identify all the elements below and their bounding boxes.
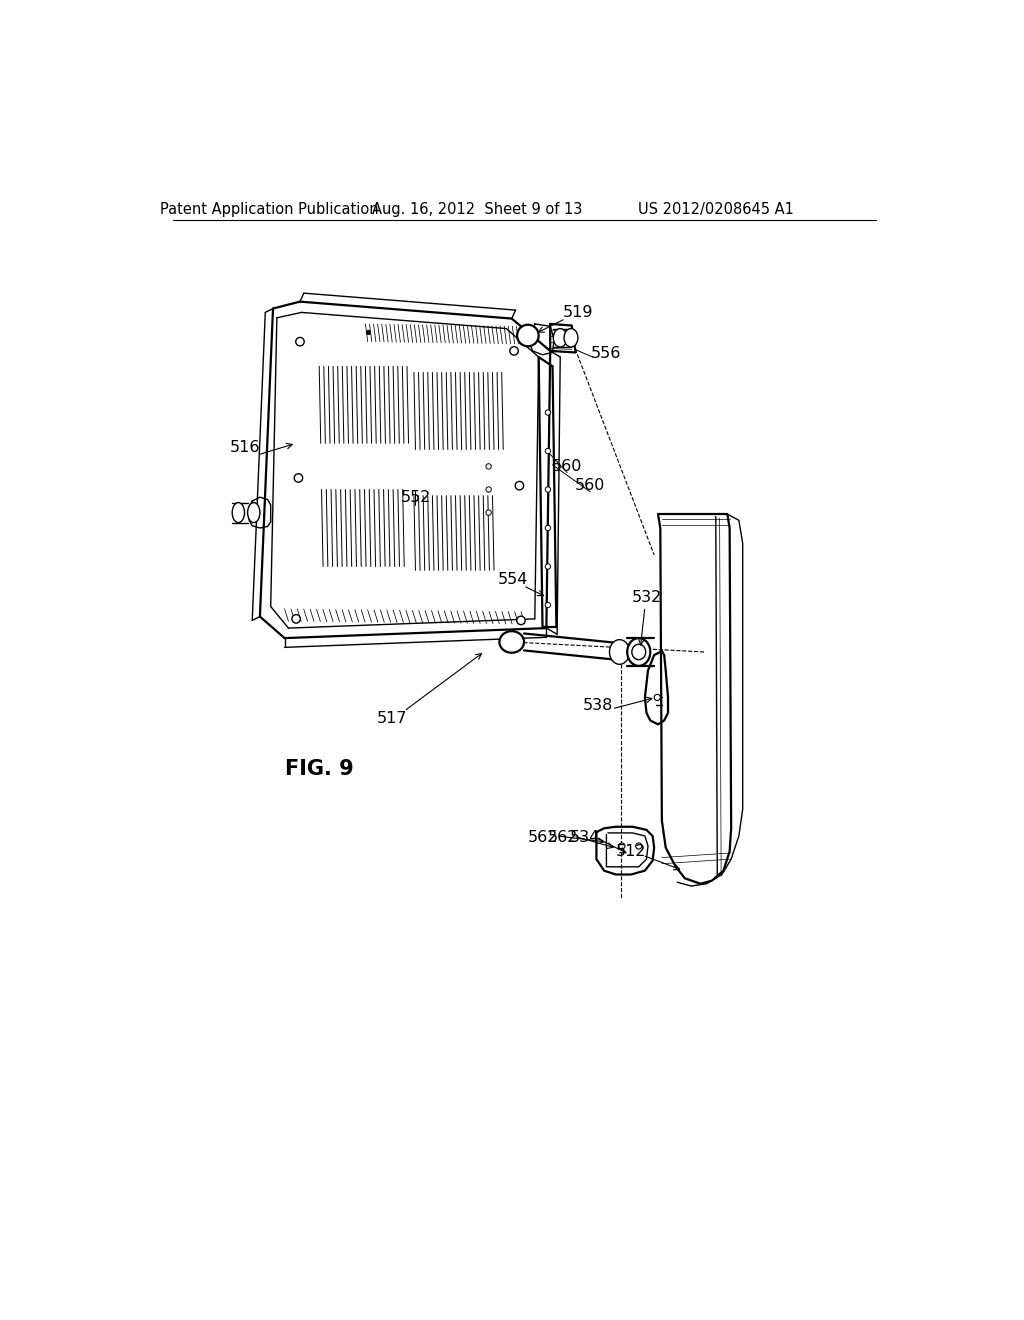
Circle shape xyxy=(545,525,551,531)
Text: 534: 534 xyxy=(569,830,600,845)
Circle shape xyxy=(486,487,492,492)
Ellipse shape xyxy=(564,329,578,347)
Circle shape xyxy=(294,474,303,482)
Text: 554: 554 xyxy=(498,572,528,587)
Circle shape xyxy=(545,449,551,454)
Ellipse shape xyxy=(553,329,567,347)
Circle shape xyxy=(486,463,492,469)
Ellipse shape xyxy=(628,638,650,665)
Text: 538: 538 xyxy=(583,697,613,713)
Circle shape xyxy=(515,482,523,490)
Text: 556: 556 xyxy=(591,346,621,360)
Circle shape xyxy=(654,694,660,701)
Circle shape xyxy=(517,616,525,624)
Text: 562: 562 xyxy=(527,830,558,845)
Text: 552: 552 xyxy=(400,490,431,504)
Ellipse shape xyxy=(248,503,260,523)
Circle shape xyxy=(367,330,371,335)
Text: 560: 560 xyxy=(575,478,605,494)
Circle shape xyxy=(545,487,551,492)
Text: 512: 512 xyxy=(615,843,646,859)
Text: 517: 517 xyxy=(377,711,408,726)
Text: 560: 560 xyxy=(552,459,583,474)
Circle shape xyxy=(545,409,551,416)
Circle shape xyxy=(531,331,537,337)
Text: FIG. 9: FIG. 9 xyxy=(285,759,353,779)
Ellipse shape xyxy=(517,325,539,346)
Circle shape xyxy=(545,564,551,569)
Text: 562: 562 xyxy=(548,830,579,845)
Ellipse shape xyxy=(609,640,630,664)
Text: US 2012/0208645 A1: US 2012/0208645 A1 xyxy=(638,202,794,218)
Text: 532: 532 xyxy=(632,590,662,605)
Ellipse shape xyxy=(500,631,524,653)
Circle shape xyxy=(545,602,551,607)
Text: 516: 516 xyxy=(229,440,260,454)
Circle shape xyxy=(510,347,518,355)
Circle shape xyxy=(618,843,625,849)
Circle shape xyxy=(486,510,492,515)
Circle shape xyxy=(292,615,300,623)
Text: 519: 519 xyxy=(562,305,593,319)
Circle shape xyxy=(296,338,304,346)
Circle shape xyxy=(636,843,642,849)
Ellipse shape xyxy=(632,644,646,660)
Text: Patent Application Publication: Patent Application Publication xyxy=(160,202,379,218)
Text: Aug. 16, 2012  Sheet 9 of 13: Aug. 16, 2012 Sheet 9 of 13 xyxy=(372,202,583,218)
Ellipse shape xyxy=(232,503,245,523)
